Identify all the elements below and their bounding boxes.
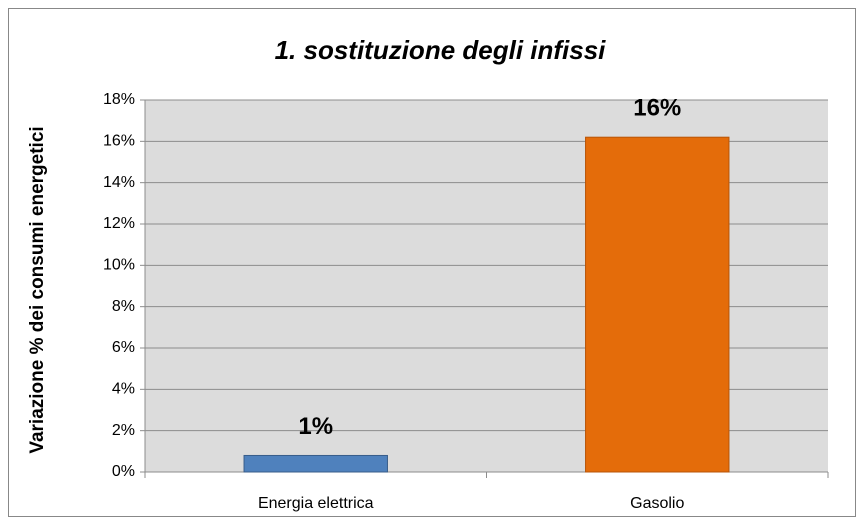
chart-title: 1. sostituzione degli infissi <box>275 35 607 65</box>
y-tick-label: 0% <box>112 463 135 480</box>
data-label: 16% <box>633 95 681 122</box>
y-tick-label: 2% <box>112 422 135 439</box>
x-tick-label: Energia elettrica <box>258 495 374 512</box>
y-tick-label: 6% <box>112 339 135 356</box>
y-tick-label: 14% <box>103 174 135 191</box>
y-tick-label: 12% <box>103 215 135 232</box>
y-tick-label: 4% <box>112 381 135 398</box>
y-tick-label: 8% <box>112 298 135 315</box>
bar <box>243 454 388 473</box>
y-axis-label: Variazione % dei consumi energetici <box>27 126 48 453</box>
y-tick-label: 16% <box>103 133 135 150</box>
y-tick-label: 10% <box>103 257 135 274</box>
x-tick-label: Gasolio <box>630 495 684 512</box>
y-tick-label: 18% <box>103 91 135 108</box>
bar <box>585 136 730 473</box>
data-label: 1% <box>298 413 333 440</box>
